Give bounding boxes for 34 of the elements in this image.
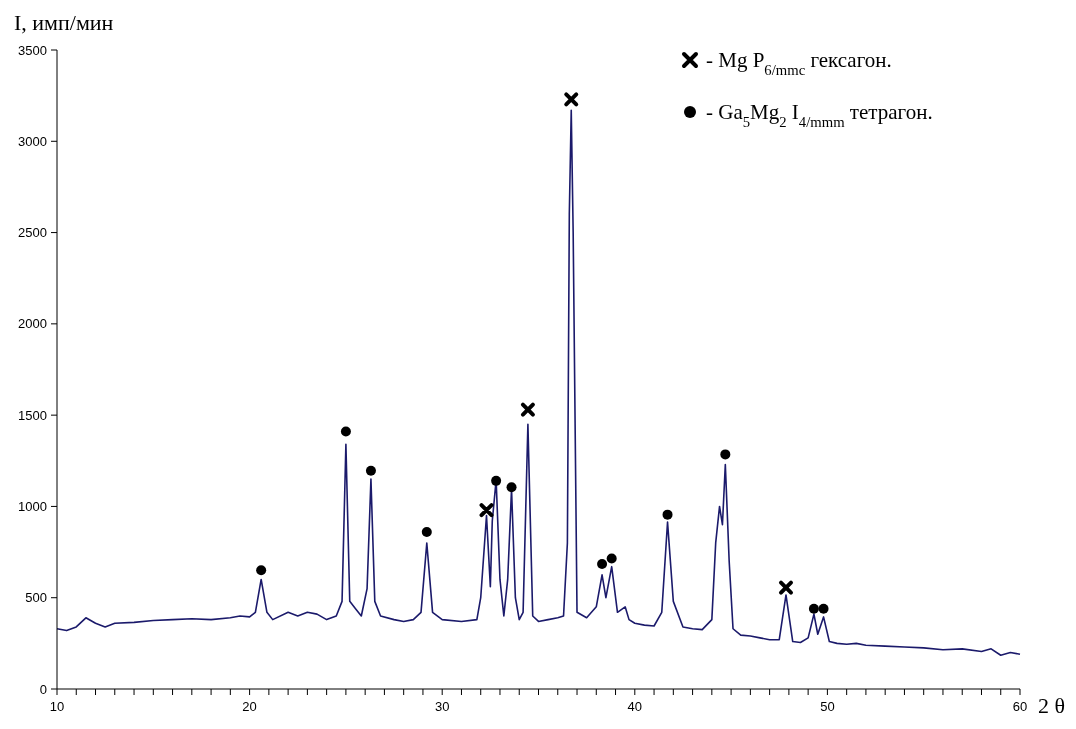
y-tick-label: 3500 bbox=[18, 42, 47, 58]
y-tick-label: 1000 bbox=[18, 498, 47, 514]
y-tick-label: 0 bbox=[39, 681, 47, 697]
point bbox=[365, 465, 376, 476]
point bbox=[340, 426, 351, 437]
y-axis-title: I, имп/мин bbox=[14, 10, 114, 35]
point bbox=[564, 92, 579, 107]
x-axis-title: 2 θ bbox=[1038, 693, 1066, 718]
point bbox=[421, 526, 432, 537]
point bbox=[662, 509, 673, 520]
y-tick-label: 2500 bbox=[18, 225, 47, 241]
y-tick-label: 500 bbox=[25, 590, 47, 606]
point bbox=[491, 475, 502, 486]
x-tick-label: 40 bbox=[627, 699, 643, 714]
point bbox=[720, 449, 731, 460]
point bbox=[606, 553, 617, 564]
x-tick-label: 60 bbox=[1012, 699, 1028, 714]
point bbox=[808, 603, 819, 614]
x-tick-label: 10 bbox=[49, 699, 65, 714]
point bbox=[597, 558, 608, 569]
x-tick-label: 30 bbox=[434, 699, 450, 714]
x-tick-label: 20 bbox=[242, 699, 257, 714]
point bbox=[778, 580, 793, 595]
point bbox=[520, 402, 535, 417]
legend-label: - Ga$_{5}$Mg$_{2}$ I$_{4/mmm}$ тетрагон. bbox=[706, 100, 933, 130]
legend-label: - Mg P$_{6/mmc}$ гексагон. bbox=[706, 48, 892, 78]
point bbox=[818, 603, 829, 614]
x-tick-label: 50 bbox=[820, 699, 835, 714]
point bbox=[256, 565, 267, 576]
point bbox=[479, 503, 494, 518]
y-tick-label: 3000 bbox=[18, 133, 47, 149]
y-tick-label: 1500 bbox=[18, 407, 47, 423]
y-tick-label: 2000 bbox=[18, 316, 47, 332]
point bbox=[506, 482, 517, 493]
